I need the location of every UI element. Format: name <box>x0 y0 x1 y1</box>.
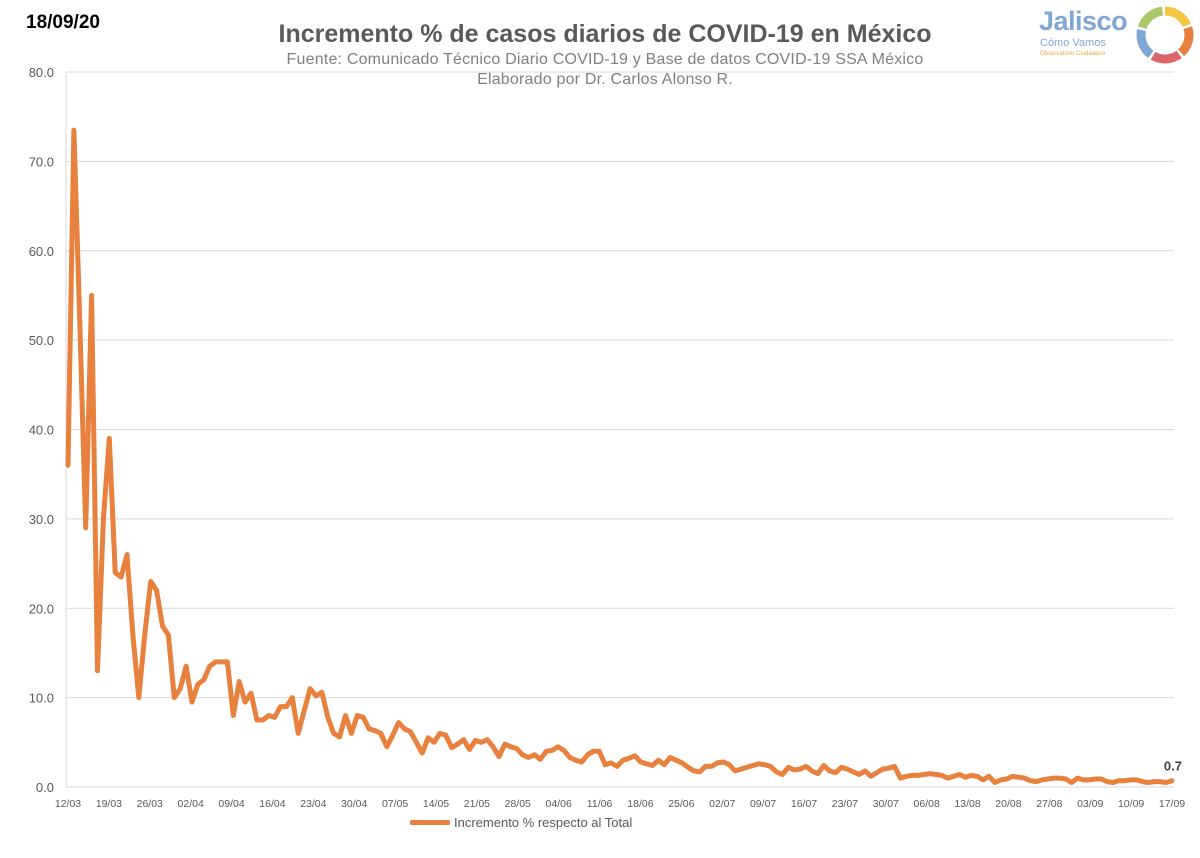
x-tick-label: 16/04 <box>259 798 285 810</box>
y-tick-label: 50.0 <box>29 333 54 348</box>
x-tick-label: 02/07 <box>709 798 735 810</box>
logo-ring-segment <box>1137 6 1164 30</box>
y-tick-label: 30.0 <box>29 512 54 527</box>
x-tick-label: 12/03 <box>55 798 81 810</box>
y-tick-label: 80.0 <box>29 65 54 80</box>
x-tick-label: 26/03 <box>137 798 163 810</box>
x-tick-label: 16/07 <box>791 798 817 810</box>
y-tick-label: 0.0 <box>36 780 54 795</box>
title-block: Incremento % de casos diarios de COVID-1… <box>0 18 1200 90</box>
x-tick-label: 23/07 <box>832 798 858 810</box>
date-stamp: 18/09/20 <box>26 12 100 33</box>
logo-name: Jalisco <box>1039 6 1128 36</box>
x-tick-label: 04/06 <box>546 798 572 810</box>
x-tick-label: 13/08 <box>954 798 980 810</box>
x-tick-label: 21/05 <box>464 798 490 810</box>
last-value-label: 0.7 <box>1164 759 1182 774</box>
logo-ring-segment <box>1164 6 1192 28</box>
x-tick-label: 03/09 <box>1077 798 1103 810</box>
x-tick-label: 28/05 <box>505 798 531 810</box>
x-tick-label: 20/08 <box>995 798 1021 810</box>
chart-legend: Incremento % respecto al Total <box>410 812 632 832</box>
legend-label: Incremento % respecto al Total <box>454 814 633 830</box>
y-tick-label: 60.0 <box>29 244 54 259</box>
logo-ring-segment <box>1150 50 1182 64</box>
x-tick-label: 19/03 <box>96 798 122 810</box>
y-tick-label: 10.0 <box>29 691 54 706</box>
logo-tagline: Observatorio Ciudadano <box>1040 51 1106 57</box>
logo-ring-segment <box>1177 26 1194 57</box>
x-tick-label: 07/05 <box>382 798 408 810</box>
x-tick-label: 27/08 <box>1036 798 1062 810</box>
chart-title: Incremento % de casos diarios de COVID-1… <box>278 20 932 48</box>
y-tick-label: 20.0 <box>29 601 54 616</box>
x-tick-label: 06/08 <box>914 798 940 810</box>
x-tick-label: 17/09 <box>1159 798 1185 810</box>
x-tick-label: 09/04 <box>218 798 244 810</box>
jalisco-logo: Jalisco Cómo Vamos Observatorio Ciudadan… <box>1030 6 1198 66</box>
x-tick-label: 25/06 <box>668 798 694 810</box>
x-tick-label: 02/04 <box>178 798 204 810</box>
x-tick-label: 18/06 <box>627 798 653 810</box>
x-tick-label: 14/05 <box>423 798 449 810</box>
x-tick-label: 10/09 <box>1118 798 1144 810</box>
x-tick-label: 11/06 <box>587 798 613 810</box>
logo-ring-icon <box>1136 6 1194 64</box>
legend-swatch <box>410 819 450 825</box>
chart-author: Elaborado por Dr. Carlos Alonso R. <box>477 71 733 88</box>
series-line <box>65 127 1175 785</box>
x-tick-label: 09/07 <box>750 798 776 810</box>
x-tick-label: 30/07 <box>873 798 899 810</box>
y-tick-label: 40.0 <box>29 423 54 438</box>
x-tick-label: 23/04 <box>300 798 326 810</box>
logo-ring-segment <box>1136 29 1154 59</box>
chart-source: Fuente: Comunicado Técnico Diario COVID-… <box>286 51 924 68</box>
logo-subtitle: Cómo Vamos <box>1040 37 1106 49</box>
x-tick-label: 30/04 <box>341 798 367 810</box>
y-tick-label: 70.0 <box>29 154 54 169</box>
